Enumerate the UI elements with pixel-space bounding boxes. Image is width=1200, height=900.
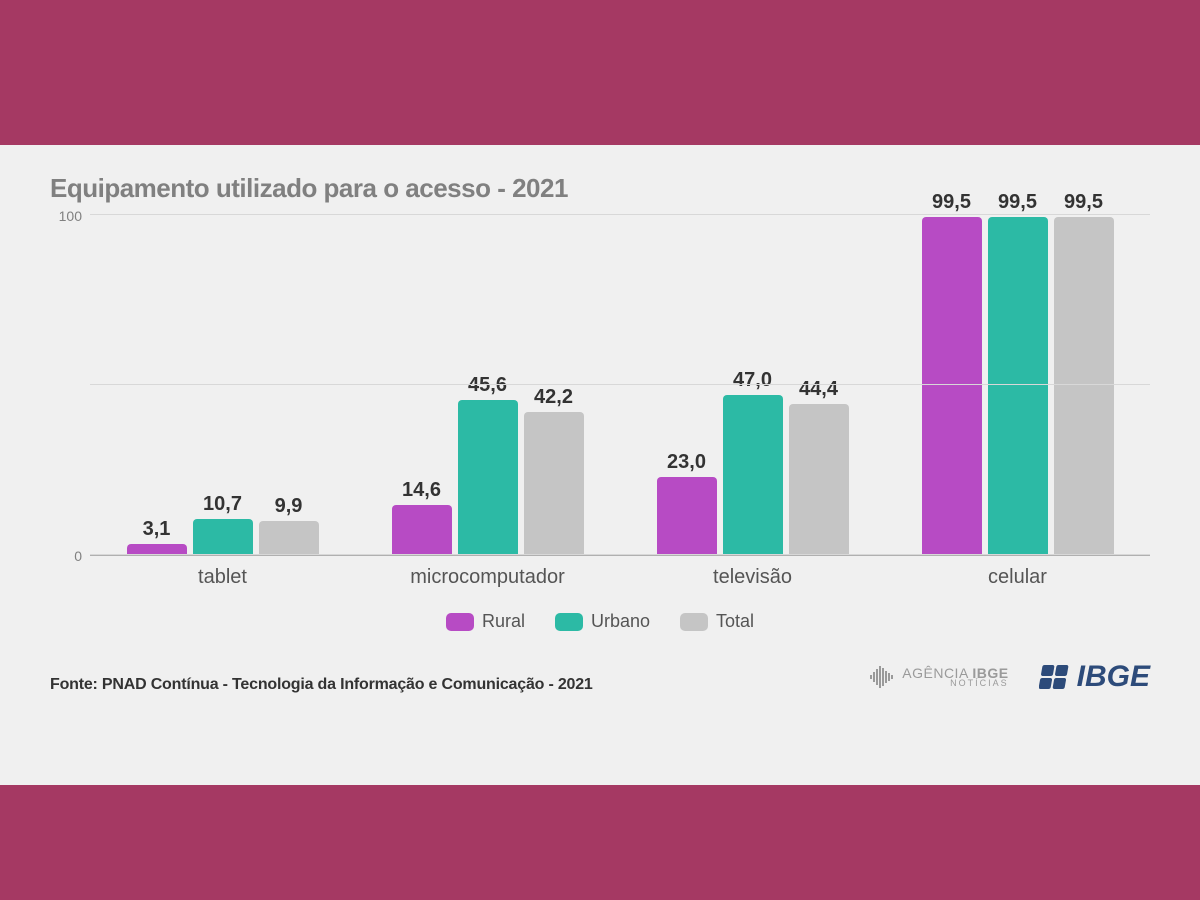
x-axis-label: celular	[885, 566, 1150, 589]
x-axis-label: tablet	[90, 566, 355, 589]
page: Equipamento utilizado para o acesso - 20…	[0, 0, 1200, 900]
gridline	[90, 384, 1150, 385]
bar: 9,9	[259, 521, 319, 555]
bar: 99,5	[1054, 217, 1114, 555]
bar-group: 99,599,599,5	[885, 217, 1150, 555]
bar: 42,2	[524, 412, 584, 555]
legend-label: Total	[716, 611, 754, 632]
bar: 99,5	[922, 217, 982, 555]
ibge-logo: IBGE	[1039, 660, 1150, 694]
ibge-logo-text: IBGE	[1077, 660, 1150, 694]
bar-value-label: 99,5	[998, 191, 1037, 214]
y-tick-label: 0	[74, 548, 82, 564]
bar-group: 23,047,044,4	[620, 395, 885, 555]
bar-value-label: 47,0	[733, 369, 772, 392]
legend-label: Urbano	[591, 611, 650, 632]
legend-item: Rural	[446, 611, 525, 632]
bar-group: 3,1 10,79,9	[90, 519, 355, 555]
top-band	[0, 0, 1200, 145]
legend-label: Rural	[482, 611, 525, 632]
y-axis: 0100	[50, 216, 90, 556]
bar-value-label: 45,6	[468, 374, 507, 397]
bar: 10,7	[193, 519, 253, 555]
agencia-ibge-logo: AGÊNCIA IBGE NOTÍCIAS	[870, 665, 1008, 689]
logos: AGÊNCIA IBGE NOTÍCIAS IBGE	[870, 660, 1150, 694]
gridline	[90, 214, 1150, 215]
plot-area: 3,110,79,914,645,642,223,047,044,499,599…	[90, 216, 1150, 556]
bar: 14,6	[392, 505, 452, 555]
plot-wrap: 0100 3,110,79,914,645,642,223,047,044,49…	[90, 216, 1150, 589]
agencia-logo-text: AGÊNCIA IBGE NOTÍCIAS	[902, 667, 1008, 688]
bar-value-label: 99,5	[932, 191, 971, 214]
bar-value-label: 10,7	[203, 493, 242, 516]
bar-value-label: 23,0	[667, 451, 706, 474]
soundwave-icon	[870, 665, 896, 689]
footer: Fonte: PNAD Contínua - Tecnologia da Inf…	[50, 660, 1150, 694]
x-axis-labels: tabletmicrocomputadortelevisãocelular	[90, 566, 1150, 589]
chart-title: Equipamento utilizado para o acesso - 20…	[50, 173, 1150, 204]
bar: 99,5	[988, 217, 1048, 555]
bar: 45,6	[458, 400, 518, 555]
legend-item: Total	[680, 611, 754, 632]
bar-value-label: 44,4	[799, 378, 838, 401]
bar-value-label: 9,9	[275, 495, 303, 518]
bar-value-label: 99,5	[1064, 191, 1103, 214]
chart-panel: Equipamento utilizado para o acesso - 20…	[0, 145, 1200, 785]
bar-value-label: 3,1	[143, 518, 171, 541]
source-text: Fonte: PNAD Contínua - Tecnologia da Inf…	[50, 676, 593, 694]
legend-swatch	[446, 613, 474, 631]
bar: 44,4	[789, 404, 849, 555]
legend-swatch	[680, 613, 708, 631]
gridline	[90, 554, 1150, 555]
bar-groups: 3,110,79,914,645,642,223,047,044,499,599…	[90, 216, 1150, 555]
legend-swatch	[555, 613, 583, 631]
y-tick-label: 100	[59, 208, 82, 224]
bar: 47,0	[723, 395, 783, 555]
bar-value-label: 42,2	[534, 386, 573, 409]
x-axis-label: televisão	[620, 566, 885, 589]
bar-value-label: 14,6	[402, 479, 441, 502]
x-axis-label: microcomputador	[355, 566, 620, 589]
ibge-mark-icon	[1039, 663, 1071, 691]
bar: 23,0	[657, 477, 717, 555]
bar-group: 14,645,642,2	[355, 400, 620, 555]
bottom-band	[0, 785, 1200, 900]
legend: Rural Urbano Total	[50, 611, 1150, 632]
legend-item: Urbano	[555, 611, 650, 632]
